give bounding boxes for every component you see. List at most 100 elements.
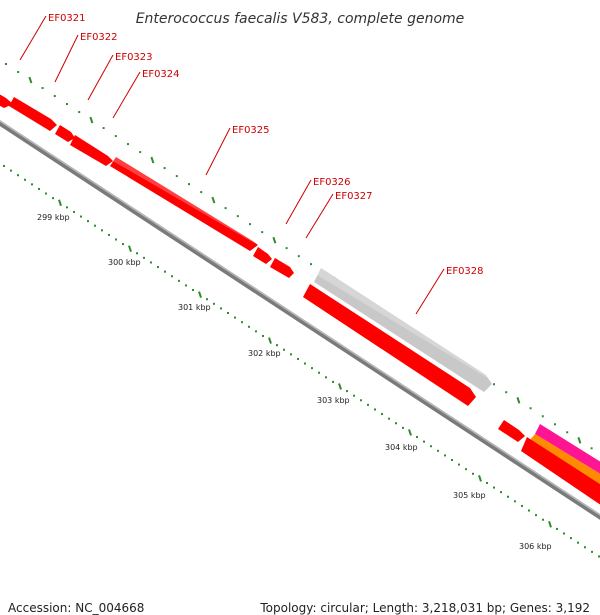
major-tick	[408, 429, 412, 436]
gene-pink[interactable]	[535, 424, 600, 486]
major-tick	[338, 383, 342, 390]
gene-EF0323[interactable]	[55, 125, 75, 142]
gene-EF0324[interactable]	[70, 135, 113, 166]
forward-strand-genes	[0, 83, 600, 498]
minor-tick	[24, 178, 26, 181]
gene-label[interactable]: EF0324	[142, 69, 180, 80]
minor-tick	[261, 231, 264, 234]
minor-tick	[234, 316, 236, 319]
major-tick	[577, 436, 582, 444]
minor-tick	[200, 191, 203, 194]
minor-tick	[381, 413, 383, 416]
minor-tick	[290, 353, 292, 356]
genome-backbone	[0, 120, 600, 520]
minor-tick	[87, 220, 89, 223]
accession-text: Accession: NC_004668	[8, 601, 145, 615]
minor-tick	[472, 472, 474, 475]
major-tick	[150, 156, 155, 164]
major-tick	[198, 291, 202, 298]
minor-tick	[41, 87, 44, 90]
gene-EF0322[interactable]	[9, 97, 57, 131]
gene-label[interactable]: EF0322	[80, 32, 118, 43]
minor-tick	[175, 175, 178, 178]
minor-tick	[276, 344, 278, 347]
minor-tick	[45, 192, 47, 195]
label-connector	[305, 193, 334, 239]
gene-shading	[113, 157, 489, 379]
gene-EF0321[interactable]	[0, 83, 13, 108]
gene-EF0328[interactable]	[314, 268, 492, 392]
minor-tick	[178, 279, 180, 282]
minor-tick	[598, 555, 600, 558]
minor-tick	[78, 111, 81, 114]
minor-tick	[220, 307, 222, 310]
minor-tick	[590, 447, 593, 450]
minor-tick	[157, 266, 159, 269]
minor-tick	[236, 215, 239, 218]
minor-tick	[521, 504, 523, 507]
minor-tick	[185, 284, 187, 287]
minor-tick	[122, 243, 124, 246]
kbp-label: 300 kbp	[108, 258, 141, 267]
minor-tick	[52, 197, 54, 200]
minor-tick	[150, 261, 152, 264]
minor-tick	[192, 289, 194, 292]
minor-tick	[297, 255, 300, 258]
minor-tick	[94, 224, 96, 227]
minor-tick	[108, 233, 110, 236]
gene-EF0327[interactable]	[270, 258, 294, 278]
minor-tick	[395, 422, 397, 425]
minor-tick	[136, 252, 138, 255]
gene-label[interactable]: EF0321	[48, 13, 86, 24]
gene-label[interactable]: EF0325	[232, 125, 270, 136]
gene-lower-1[interactable]	[303, 284, 476, 406]
minor-tick	[249, 223, 251, 226]
minor-tick	[505, 391, 508, 394]
gene-lower-3[interactable]	[521, 437, 600, 518]
lower-strand-genes	[303, 284, 600, 518]
label-connector	[415, 268, 445, 315]
gene-lower-2[interactable]	[498, 420, 525, 442]
gene-orange[interactable]	[530, 434, 600, 498]
minor-tick	[262, 334, 264, 337]
label-connector	[285, 179, 312, 225]
minor-tick	[101, 229, 103, 232]
gene-label[interactable]: EF0326	[313, 177, 351, 188]
major-tick	[516, 396, 521, 404]
minor-tick	[17, 71, 20, 74]
minor-tick	[53, 95, 56, 98]
label-connector	[112, 71, 141, 119]
gene-label[interactable]: EF0323	[115, 52, 153, 63]
label-connector	[205, 127, 231, 176]
minor-tick	[73, 210, 75, 213]
minor-tick	[102, 127, 105, 130]
tick-marks-upper	[5, 63, 593, 450]
minor-tick	[529, 407, 532, 410]
gene-label[interactable]: EF0327	[335, 191, 373, 202]
minor-tick	[493, 486, 495, 489]
tick-marks-lower	[3, 165, 600, 558]
minor-tick	[346, 390, 348, 393]
gene-EF0326[interactable]	[253, 247, 272, 264]
label-connectors	[19, 15, 445, 315]
minor-tick	[556, 527, 558, 530]
minor-tick	[500, 491, 502, 494]
kbp-label: 303 kbp	[317, 396, 350, 405]
minor-tick	[38, 187, 40, 190]
kbp-label: 304 kbp	[385, 443, 418, 452]
gene-EF0325[interactable]	[110, 157, 258, 251]
minor-tick	[318, 371, 320, 374]
label-connector	[87, 54, 114, 101]
minor-tick	[566, 431, 569, 434]
kbp-label: 305 kbp	[453, 491, 486, 500]
major-tick	[58, 199, 62, 207]
minor-tick	[224, 207, 227, 210]
minor-tick	[451, 459, 453, 461]
minor-tick	[514, 500, 516, 503]
major-tick	[128, 245, 132, 253]
minor-tick	[164, 270, 166, 273]
minor-tick	[437, 449, 439, 452]
gene-label[interactable]: EF0328	[446, 266, 484, 277]
minor-tick	[143, 256, 145, 259]
minor-tick	[563, 532, 565, 535]
